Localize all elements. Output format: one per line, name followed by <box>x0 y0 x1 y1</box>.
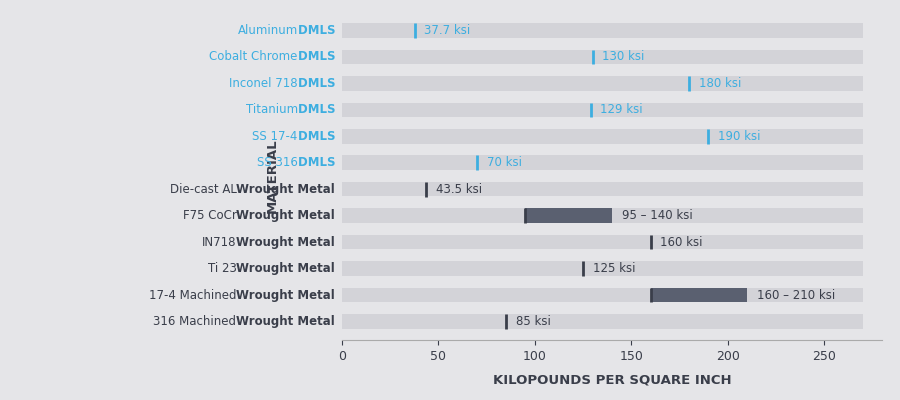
Text: Cobalt Chrome: Cobalt Chrome <box>210 50 298 64</box>
Text: DMLS: DMLS <box>298 156 339 169</box>
Text: 37.7 ksi: 37.7 ksi <box>425 24 471 37</box>
Text: 17-4 Machined: 17-4 Machined <box>148 288 237 302</box>
Bar <box>342 261 863 276</box>
Text: Ti 23: Ti 23 <box>208 262 237 275</box>
Text: DMLS: DMLS <box>298 24 339 37</box>
Bar <box>342 314 863 329</box>
Bar <box>342 288 863 302</box>
Text: 160 – 210 ksi: 160 – 210 ksi <box>757 288 835 302</box>
Text: Inconel 718: Inconel 718 <box>229 77 298 90</box>
X-axis label: KILOPOUNDS PER SQUARE INCH: KILOPOUNDS PER SQUARE INCH <box>492 374 732 387</box>
Text: Die-cast AL: Die-cast AL <box>169 183 237 196</box>
Text: 316 Machined: 316 Machined <box>153 315 237 328</box>
Text: Titanium: Titanium <box>246 103 298 116</box>
Text: DMLS: DMLS <box>298 50 339 64</box>
Bar <box>342 156 863 170</box>
Text: IN718: IN718 <box>202 236 237 249</box>
Text: 190 ksi: 190 ksi <box>718 130 760 143</box>
Text: DMLS: DMLS <box>298 103 339 116</box>
Bar <box>342 129 863 144</box>
Text: Wrought Metal: Wrought Metal <box>237 288 339 302</box>
Text: SS 316: SS 316 <box>256 156 298 169</box>
Text: 130 ksi: 130 ksi <box>602 50 644 64</box>
Text: 180 ksi: 180 ksi <box>698 77 742 90</box>
Text: Wrought Metal: Wrought Metal <box>237 209 339 222</box>
Text: DMLS: DMLS <box>298 77 339 90</box>
Bar <box>526 208 612 223</box>
Text: F75 CoCr: F75 CoCr <box>183 209 237 222</box>
Bar <box>342 208 863 223</box>
Bar <box>342 182 863 196</box>
Text: 129 ksi: 129 ksi <box>600 103 644 116</box>
Text: 125 ksi: 125 ksi <box>593 262 635 275</box>
Bar <box>651 288 747 302</box>
Text: 85 ksi: 85 ksi <box>516 315 551 328</box>
Text: 70 ksi: 70 ksi <box>487 156 522 169</box>
Text: 160 ksi: 160 ksi <box>661 236 703 249</box>
Bar <box>342 102 863 117</box>
Bar <box>342 50 863 64</box>
Text: SS 17-4: SS 17-4 <box>252 130 298 143</box>
Text: Wrought Metal: Wrought Metal <box>237 236 339 249</box>
Text: 95 – 140 ksi: 95 – 140 ksi <box>622 209 692 222</box>
Text: Aluminum: Aluminum <box>238 24 298 37</box>
Bar <box>342 23 863 38</box>
Bar <box>342 76 863 91</box>
Bar <box>342 235 863 250</box>
Y-axis label: MATERIAL: MATERIAL <box>266 139 279 213</box>
Text: Wrought Metal: Wrought Metal <box>237 183 339 196</box>
Text: 43.5 ksi: 43.5 ksi <box>436 183 482 196</box>
Text: Wrought Metal: Wrought Metal <box>237 262 339 275</box>
Text: DMLS: DMLS <box>298 130 339 143</box>
Text: Wrought Metal: Wrought Metal <box>237 315 339 328</box>
